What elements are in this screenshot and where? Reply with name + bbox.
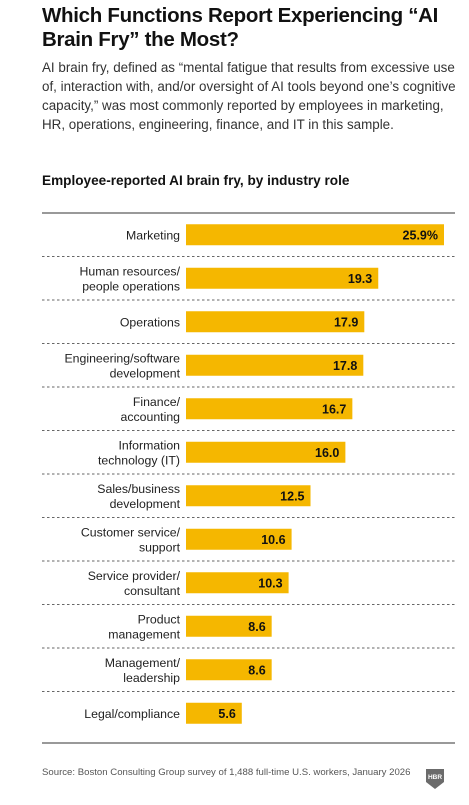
source-note: Source: Boston Consulting Group survey o…: [42, 767, 411, 778]
chart-subtitle: AI brain fry, defined as “mental fatigue…: [42, 60, 456, 132]
bar-value-label: 10.3: [258, 576, 282, 590]
category-label: development: [110, 497, 181, 511]
category-label: Human resources/: [80, 264, 181, 278]
category-label: Finance/: [133, 395, 181, 409]
hbr-logo-text: HBR: [428, 774, 442, 781]
bar-value-label: 10.6: [261, 533, 285, 547]
category-label: Management/: [105, 656, 181, 670]
category-label: Customer service/: [81, 525, 181, 539]
bar: [186, 485, 311, 507]
bar: [186, 528, 292, 550]
category-label: development: [110, 366, 181, 380]
hbr-logo: HBR: [426, 769, 444, 789]
category-label: consultant: [124, 584, 181, 598]
bar-value-label: 16.0: [315, 446, 339, 460]
bar: [186, 224, 444, 246]
bar: [186, 702, 242, 724]
category-label: leadership: [123, 671, 180, 685]
bar: [186, 441, 346, 463]
bar-value-label: 12.5: [280, 489, 304, 503]
bar-value-label: 8.6: [248, 620, 265, 634]
category-label: people operations: [82, 279, 180, 293]
category-label: Information: [118, 438, 180, 452]
bar-value-label: 17.8: [333, 359, 357, 373]
bar: [186, 572, 289, 594]
category-label: Legal/compliance: [84, 707, 180, 721]
category-label: Marketing: [126, 228, 180, 242]
category-label: Service provider/: [88, 569, 181, 583]
category-label: Operations: [120, 315, 180, 329]
category-label: technology (IT): [98, 453, 180, 467]
bar: [186, 354, 364, 376]
bar: [186, 398, 353, 420]
bar-value-label: 17.9: [334, 315, 358, 329]
category-label: Engineering/software: [64, 351, 180, 365]
bar-value-label: 19.3: [348, 272, 372, 286]
bar: [186, 267, 379, 289]
category-label: Sales/business: [97, 482, 180, 496]
bar: [186, 311, 365, 333]
bar-value-label: 8.6: [248, 663, 265, 677]
category-label: accounting: [121, 410, 181, 424]
bar-value-label: 25.9%: [403, 228, 438, 242]
chart-title-main: Which Functions Report Experiencing “AI …: [42, 4, 439, 51]
category-label: Product: [138, 612, 181, 626]
bar-value-label: 16.7: [322, 402, 346, 416]
category-label: support: [139, 540, 181, 554]
chart-heading: Employee-reported AI brain fry, by indus…: [42, 173, 350, 188]
bar: [186, 615, 272, 637]
bar-value-label: 5.6: [218, 707, 235, 721]
category-label: management: [108, 627, 180, 641]
bar: [186, 659, 272, 681]
